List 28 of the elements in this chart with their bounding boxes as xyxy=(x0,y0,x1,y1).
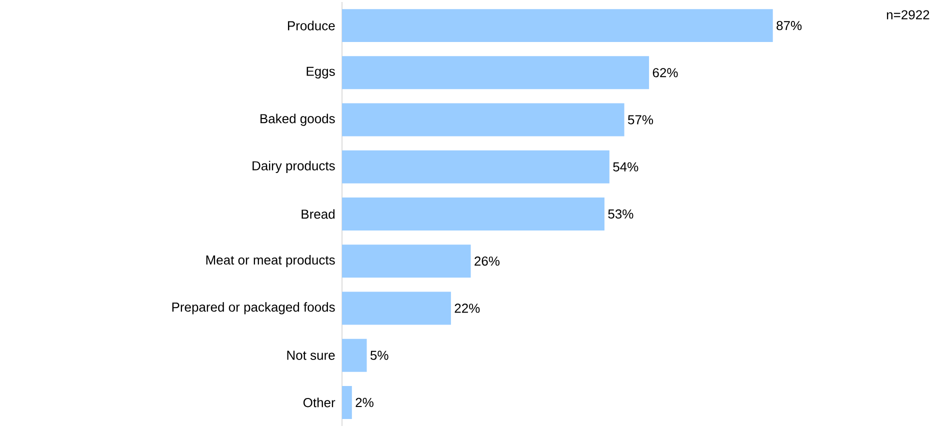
data-label: 22% xyxy=(454,304,480,313)
bar xyxy=(342,103,624,136)
y-tick-label: Dairy products xyxy=(252,160,335,173)
y-tick-label: Meat or meat products xyxy=(206,255,335,268)
y-tick-label: Bread xyxy=(302,209,334,219)
y-tick-label: Not sure xyxy=(287,350,335,360)
data-label: 54% xyxy=(613,162,638,172)
data-label: 5% xyxy=(370,350,388,360)
y-tick-label: Produce xyxy=(288,20,335,30)
text: n=2922 xyxy=(886,10,930,20)
y-tick-label: Prepared or packaged foods xyxy=(172,302,335,314)
bar xyxy=(342,198,604,230)
data-label: 2% xyxy=(356,398,374,408)
y-tick-label: Eggs xyxy=(306,66,335,78)
bar xyxy=(342,386,352,419)
bar xyxy=(342,150,610,184)
bar xyxy=(342,244,471,278)
bar xyxy=(342,338,367,372)
data-label: 87% xyxy=(776,20,802,30)
y-tick-label: Baked goods xyxy=(260,114,335,126)
bar xyxy=(342,56,650,90)
data-label: 53% xyxy=(608,209,634,219)
bar xyxy=(342,9,773,42)
bar xyxy=(342,292,451,325)
data-label: 26% xyxy=(474,256,500,266)
y-tick-label: Other xyxy=(303,398,336,408)
data-label: 57% xyxy=(628,115,654,124)
data-label: 62% xyxy=(652,68,678,78)
